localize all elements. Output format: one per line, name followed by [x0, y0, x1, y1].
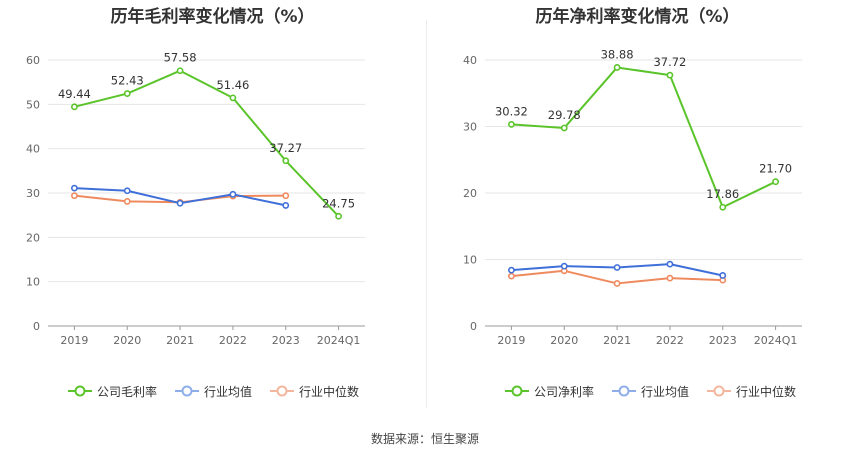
- right-y-tick-label: 10: [463, 254, 477, 267]
- right-industry_median-point: [508, 272, 515, 280]
- left-data-label: 57.58: [164, 51, 197, 65]
- left-data-label: 52.43: [111, 74, 144, 88]
- chart-divider: [426, 20, 427, 408]
- legend-company-line-icon: [68, 385, 92, 397]
- left-data-label: 37.27: [269, 141, 302, 155]
- right-x-tick-label: 2021: [603, 334, 631, 347]
- right-data-label: 38.88: [601, 47, 634, 61]
- left-company-point: [123, 90, 131, 97]
- legend-item-industry-median[interactable]: 行业中位数: [707, 383, 796, 400]
- left-legend: 公司毛利率 行业均值 行业中位数: [68, 382, 377, 400]
- left-y-tick-label: 0: [33, 320, 40, 333]
- right-x-tick-label: 2022: [656, 334, 684, 347]
- left-company-point: [335, 212, 342, 220]
- left-industry_avg-point: [282, 202, 290, 209]
- right-chart-title: 历年净利率变化情况（%）: [535, 7, 740, 27]
- right-y-tick-label: 40: [463, 54, 477, 67]
- legend-item-industry-avg[interactable]: 行业均值: [175, 383, 252, 400]
- left-x-tick-label: 2020: [113, 334, 141, 347]
- left-x-tick-label: 2019: [60, 334, 88, 347]
- left-company-point: [229, 94, 237, 102]
- right-y-tick-label: 20: [463, 187, 477, 200]
- right-y-tick-label: 0: [470, 320, 477, 333]
- legend-median-line-icon: [270, 385, 295, 397]
- legend-avg-label: 行业均值: [641, 384, 690, 399]
- left-company-point: [71, 103, 78, 111]
- legend-item-industry-median[interactable]: 行业中位数: [270, 383, 359, 400]
- right-company-point: [719, 203, 727, 211]
- legend-item-company[interactable]: 公司净利率: [505, 383, 594, 400]
- right-x-tick-label: 2024Q1: [754, 334, 798, 347]
- left-x-tick-label: 2022: [219, 334, 247, 347]
- left-data-label: 51.46: [216, 78, 249, 92]
- right-industry_median-point: [666, 274, 674, 282]
- right-legend: 公司净利率 行业均值 行业中位数: [505, 382, 814, 400]
- legend-avg-line-icon: [175, 385, 200, 397]
- legend-company-line-icon: [505, 385, 529, 397]
- left-company-line: [74, 69, 340, 217]
- left-y-tick-label: 30: [26, 187, 40, 200]
- legend-median-label: 行业中位数: [736, 384, 797, 399]
- right-company-point: [560, 124, 568, 132]
- right-data-label: 29.78: [548, 108, 581, 122]
- right-company-point: [666, 71, 674, 79]
- left-industry_avg-point: [71, 184, 78, 192]
- right-industry_avg-point: [613, 264, 621, 271]
- right-data-label: 17.86: [706, 187, 739, 201]
- right-industry_avg-point: [560, 262, 568, 270]
- left-y-tick-label: 10: [26, 276, 40, 289]
- left-data-label: 49.44: [58, 87, 91, 101]
- right-industry_avg-point: [719, 272, 727, 279]
- legend-median-label: 行业中位数: [299, 384, 360, 399]
- left-company-point: [176, 67, 184, 75]
- right-industry_median-point: [613, 280, 621, 287]
- right-company-point: [508, 120, 515, 128]
- right-x-tick-label: 2023: [709, 334, 737, 347]
- left-y-tick-label: 40: [26, 143, 40, 156]
- right-company-point: [613, 64, 621, 71]
- left-y-tick-label: 60: [26, 54, 40, 67]
- right-x-tick-label: 2020: [550, 334, 578, 347]
- left-data-label: 24.75: [322, 196, 355, 210]
- right-company-line: [511, 66, 777, 209]
- left-x-tick-label: 2023: [272, 334, 300, 347]
- left-industry_avg-point: [229, 190, 237, 198]
- left-industry_median-point: [282, 192, 290, 200]
- legend-company-label: 公司毛利率: [97, 384, 158, 399]
- right-x-tick-label: 2019: [497, 334, 525, 347]
- data-source: 数据来源：恒生聚源: [370, 432, 479, 446]
- right-industry_avg-point: [666, 260, 674, 268]
- right-company-point: [772, 178, 779, 186]
- legend-item-company[interactable]: 公司毛利率: [68, 383, 157, 400]
- right-y-tick-label: 30: [463, 121, 477, 134]
- legend-company-label: 公司净利率: [534, 384, 595, 399]
- legend-avg-line-icon: [612, 385, 637, 397]
- left-industry_avg-point: [123, 187, 131, 195]
- left-industry_median-point: [123, 198, 131, 205]
- legend-median-line-icon: [707, 385, 732, 397]
- left-y-tick-label: 20: [26, 231, 40, 244]
- legend-avg-label: 行业均值: [204, 384, 253, 399]
- left-industry_median-point: [71, 192, 78, 200]
- left-x-tick-label: 2021: [166, 334, 194, 347]
- right-data-label: 37.72: [653, 55, 686, 69]
- right-data-label: 30.32: [495, 104, 528, 118]
- right-data-label: 21.70: [759, 162, 792, 176]
- right-industry_avg-point: [508, 266, 515, 274]
- left-chart-title: 历年毛利率变化情况（%）: [110, 7, 315, 27]
- left-company-point: [282, 157, 290, 165]
- left-y-tick-label: 50: [26, 98, 40, 111]
- legend-item-industry-avg[interactable]: 行业均值: [612, 383, 689, 400]
- left-x-tick-label: 2024Q1: [317, 334, 361, 347]
- left-industry_avg-point: [176, 199, 184, 207]
